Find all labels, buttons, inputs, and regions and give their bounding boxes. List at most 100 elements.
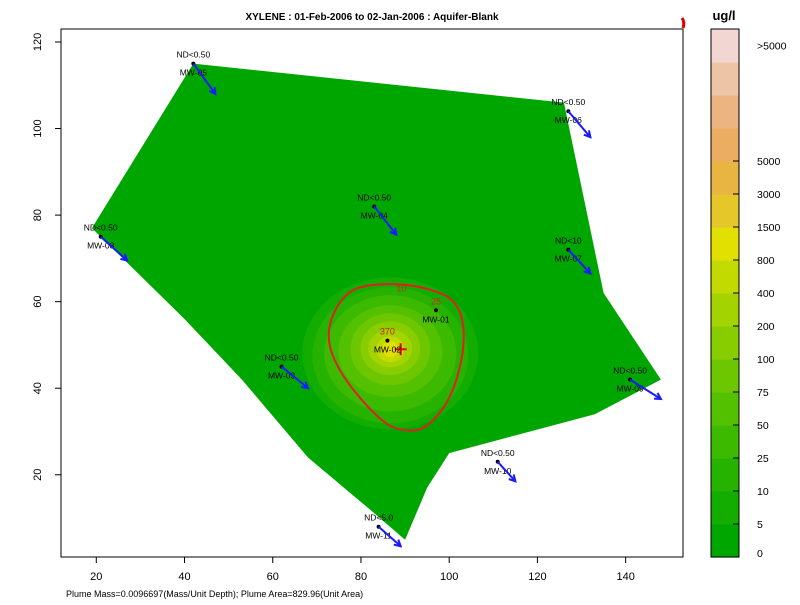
y-tick-label: 40 [32,382,44,394]
y-tick-label: 100 [32,119,44,137]
well-name: MW-09 [616,384,644,394]
flow-arrow-head [393,539,403,548]
legend-swatch [711,260,739,294]
flow-arrow-shaft [377,525,402,547]
plume-stats: Plume Mass=0.0096697(Mass/Unit Depth); P… [66,589,363,599]
legend-label: 3000 [757,189,781,201]
legend-label: 1500 [757,222,781,234]
legend-label: 800 [757,255,775,267]
x-tick-label: 40 [178,571,190,583]
flow-arrow-shaft [496,461,517,482]
legend-label: 5000 [757,156,781,168]
flow-arrow-shaft [192,63,217,95]
x-tick-label: 120 [528,571,546,583]
legend-label: 50 [757,420,769,432]
well-name: MW-10 [484,466,512,476]
well-result: ND<0.50 [265,353,299,363]
legend-label: 0 [757,548,763,560]
flow-arrow-head [583,266,592,276]
flow-arrow-head [389,227,398,237]
legend-swatch [711,425,739,459]
wells-layer: ND<0.50MW-05ND<0.50MW-06ND<0.50MW-04ND<0… [84,50,663,548]
well-result: ND<0.50 [551,97,585,107]
legend-swatch [711,293,739,327]
well-result: ND<0.50 [176,50,210,60]
well-result: ND<0.50 [357,192,391,202]
legend-swatch [711,326,739,360]
well-mw-03: ND<0.50 MW-03 [265,353,310,390]
well-mw-06: ND<0.50 MW-06 [551,97,592,139]
well-name: MW-02 [374,345,402,355]
legend-swatch [711,62,739,96]
plume-center-marker [394,343,407,356]
y-tick-label: 60 [32,296,44,308]
concentration-band-8 [382,341,399,358]
well-result: ND<10 [555,236,582,246]
y-tick-label: 20 [32,469,44,481]
well-mw-09: ND<0.50 MW-09 [613,366,663,401]
legend-swatch [711,227,739,261]
legend-label: 10 [757,486,769,498]
well-name: MW-04 [361,210,389,220]
well-name: MW-06 [555,115,583,125]
well-mw-04: ND<0.50 MW-04 [357,192,398,237]
legend-swatch [711,128,739,162]
legend-swatch [711,359,739,393]
well-mw-11: ND<5.0 MW-11 [364,513,403,548]
well-name: MW-05 [180,68,208,78]
well-mw-08: ND<0.50 MW-08 [84,223,129,262]
well-mw-01: 25 MW-01 [422,296,450,324]
flow-arrow-shaft [280,365,309,389]
well-result: ND<0.50 [613,366,647,376]
y-tick-label: 120 [32,33,44,51]
flow-arrow-head [653,392,663,401]
legend-title: ug/l [712,8,735,23]
legend-swatch [711,95,739,129]
well-mw-07: ND<10 MW-07 [555,236,592,276]
x-tick-label: 20 [90,571,102,583]
well-point [433,308,438,313]
legend-swatch [711,194,739,228]
flow-arrow-shaft [100,235,128,262]
well-point [385,338,390,343]
well-result: 370 [380,327,395,337]
flow-arrow-head [208,86,217,96]
legend-swatch [711,491,739,525]
legend-label: >5000 [757,41,787,53]
flow-arrow-shaft [567,249,592,275]
x-tick-label: 80 [355,571,367,583]
x-tick-label: 60 [267,571,279,583]
legend-label: 100 [757,354,775,366]
contour-label: 10 [396,283,406,293]
plot-content: 10 ND<0.50MW-05ND<0.50MW-06ND<0.50MW-04N… [84,50,663,548]
legend-swatch [711,392,739,426]
flow-arrow-head [120,253,129,262]
well-name: MW-11 [365,531,392,541]
x-axis: 20 40 60 80 100 120 140 [90,557,635,583]
legend-swatch [711,161,739,195]
red-tick-marker [680,17,686,29]
legend-label: 200 [757,321,775,333]
well-name: MW-03 [268,371,296,381]
flow-arrow-shaft [373,205,398,236]
well-result: ND<0.50 [481,448,515,458]
flow-arrow-shaft [567,110,592,138]
well-result: 25 [431,296,441,306]
legend-label: 25 [757,453,769,465]
contour-line-10 [327,283,465,432]
well-result: ND<5.0 [364,513,393,523]
legend-swatch [711,29,739,63]
well-mw-05: ND<0.50 MW-05 [176,50,217,96]
legend-swatch [711,458,739,492]
well-result: ND<0.50 [84,223,118,233]
y-tick-label: 80 [32,209,44,221]
well-mw-10: ND<0.50 MW-10 [481,448,517,483]
y-axis: 20 40 60 80 100 120 [32,33,61,481]
x-tick-label: 100 [440,571,458,583]
legend-label: 5 [757,519,763,531]
well-name: MW-07 [555,254,583,264]
flow-arrow-head [508,474,517,483]
legend-label: 400 [757,288,775,300]
flow-arrow-head [301,381,310,390]
